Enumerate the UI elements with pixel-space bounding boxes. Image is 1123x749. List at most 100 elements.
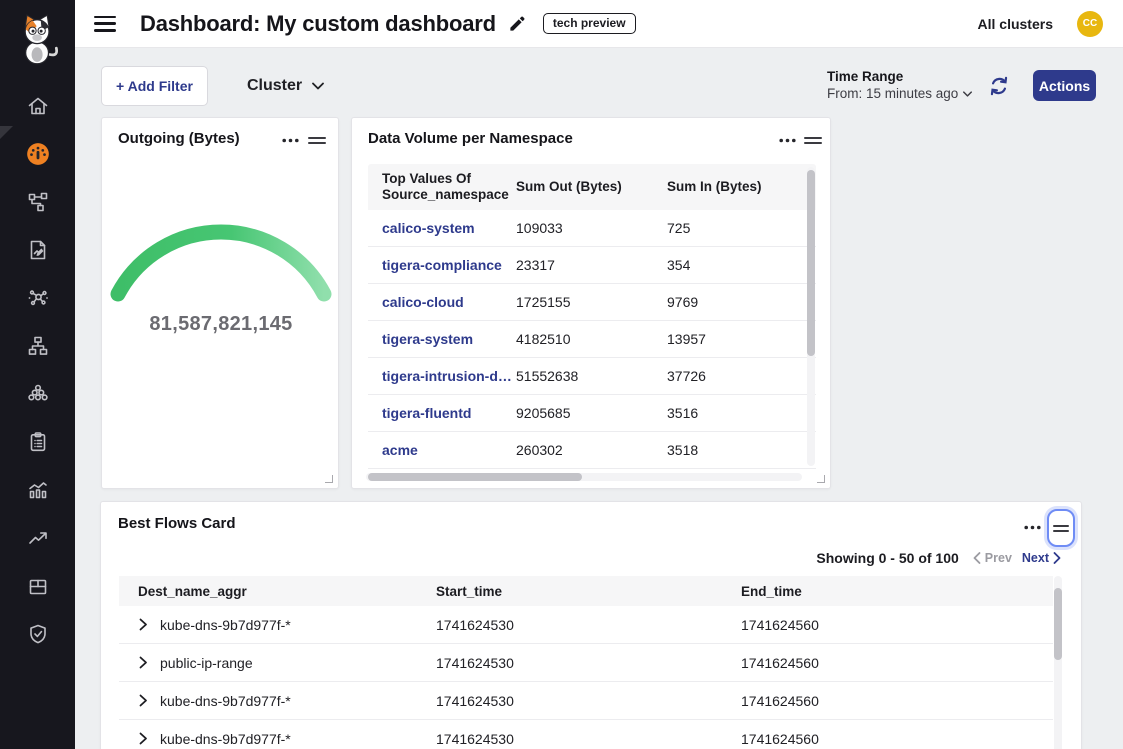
cluster-filter-dropdown[interactable]: Cluster	[239, 66, 332, 106]
chevron-right-icon	[139, 732, 147, 745]
time-range-label: Time Range	[827, 69, 904, 84]
top-header: Dashboard: My custom dashboard tech prev…	[75, 0, 1123, 48]
cluster-selector[interactable]: All clusters	[977, 15, 1053, 32]
card-drag-handle[interactable]	[804, 133, 822, 147]
document-edit-icon	[30, 240, 45, 260]
table-row[interactable]: kube-dns-9b7d977f-* 1741624530 174162456…	[119, 720, 1053, 749]
table-row[interactable]: tigera-intrusion-d… 51552638 37726	[368, 358, 816, 395]
namespace-link[interactable]: tigera-fluentd	[382, 405, 472, 421]
hamburger-menu-icon[interactable]	[94, 15, 116, 32]
card-drag-handle-focused[interactable]	[1047, 509, 1075, 547]
sidebar-item-home[interactable]	[0, 82, 75, 130]
avatar[interactable]: CC	[1077, 10, 1103, 37]
dest-name-value: kube-dns-9b7d977f-*	[160, 730, 291, 747]
sum-out-value: 260302	[516, 442, 563, 458]
outgoing-bytes-card: Outgoing (Bytes) 81,587,821,145	[101, 117, 339, 489]
end-time-value: 1741624560	[741, 654, 819, 671]
sum-out-value: 109033	[516, 220, 563, 236]
horizontal-scrollbar[interactable]	[366, 473, 802, 481]
sum-out-value: 51552638	[516, 368, 579, 384]
refresh-button[interactable]	[988, 75, 1010, 97]
sidebar-item-compliance[interactable]	[0, 418, 75, 466]
dest-name-value: public-ip-range	[160, 654, 253, 671]
sidebar-item-security[interactable]	[0, 610, 75, 658]
card-menu-button[interactable]	[282, 133, 300, 147]
sidebar-item-network-graph[interactable]	[0, 274, 75, 322]
table-row[interactable]: kube-dns-9b7d977f-* 1741624530 174162456…	[119, 682, 1053, 720]
table-header-row: Top Values Of Source_namespace Sum Out (…	[368, 164, 816, 210]
edit-dashboard-button[interactable]	[508, 14, 527, 33]
expand-row-button[interactable]	[138, 694, 148, 707]
expand-row-button[interactable]	[138, 732, 148, 745]
chevron-left-icon	[973, 552, 981, 564]
main-content: + Add Filter Cluster Time Range From: 15…	[75, 48, 1123, 749]
table-row[interactable]: calico-cloud 1725155 9769	[368, 284, 816, 321]
sidebar-item-sitemap[interactable]	[0, 322, 75, 370]
table-row[interactable]: kube-dns-9b7d977f-* 1741624530 174162456…	[119, 606, 1053, 644]
table-header-row: Dest_name_aggr Start_time End_time	[119, 576, 1053, 606]
actions-button[interactable]: Actions	[1033, 70, 1096, 101]
package-box-icon	[29, 579, 46, 595]
home-icon	[28, 97, 47, 115]
namespace-link[interactable]: calico-system	[382, 220, 475, 236]
sidebar-item-packages[interactable]	[0, 562, 75, 610]
sum-out-value: 23317	[516, 257, 555, 273]
table-row[interactable]: acme 260302 3518	[368, 432, 816, 469]
card-menu-button[interactable]	[779, 133, 797, 147]
page-title: Dashboard: My custom dashboard	[140, 10, 496, 36]
table-row[interactable]: public-ip-range 1741624530 1741624560	[119, 644, 1053, 682]
prev-page-button[interactable]: Prev	[973, 551, 1012, 565]
ellipsis-icon	[779, 138, 796, 142]
namespace-link[interactable]: acme	[382, 442, 418, 458]
expand-row-button[interactable]	[138, 656, 148, 669]
namespace-link[interactable]: tigera-system	[382, 331, 474, 347]
card-resize-handle[interactable]	[325, 475, 333, 483]
card-menu-button[interactable]	[1024, 520, 1042, 534]
dest-name-value: kube-dns-9b7d977f-*	[160, 616, 291, 633]
namespace-link[interactable]: calico-cloud	[382, 294, 464, 310]
time-range-dropdown[interactable]: Time Range From: 15 minutes ago	[827, 69, 973, 101]
cluster-nodes-icon	[27, 384, 48, 401]
ellipsis-icon	[282, 138, 299, 142]
sidebar-item-service-graph[interactable]	[0, 178, 75, 226]
statistics-chart-icon	[28, 482, 47, 499]
start-time-value: 1741624530	[436, 692, 514, 709]
expand-row-button[interactable]	[138, 618, 148, 631]
sidebar-item-clusters[interactable]	[0, 370, 75, 418]
column-header: Start_time	[436, 583, 503, 599]
chevron-right-icon	[1053, 552, 1061, 564]
sidebar-nav	[0, 82, 75, 658]
card-resize-handle[interactable]	[817, 475, 825, 483]
service-graph-icon	[28, 192, 47, 212]
table-row[interactable]: tigera-compliance 23317 354	[368, 247, 816, 284]
table-row[interactable]: tigera-system 4182510 13957	[368, 321, 816, 358]
sidebar-item-policies[interactable]	[0, 226, 75, 274]
gauge-value: 81,587,821,145	[149, 313, 293, 335]
start-time-value: 1741624530	[436, 654, 514, 671]
calico-cat-logo[interactable]	[0, 12, 75, 66]
vertical-scrollbar[interactable]	[807, 167, 815, 466]
sum-in-value: 725	[667, 220, 691, 236]
scrollbar-thumb[interactable]	[368, 473, 582, 481]
end-time-value: 1741624560	[741, 730, 819, 747]
end-time-value: 1741624560	[741, 616, 819, 633]
time-range-value: From: 15 minutes ago	[827, 86, 959, 101]
table-row[interactable]: tigera-fluentd 9205685 3516	[368, 395, 816, 432]
sum-in-value: 37726	[667, 368, 706, 384]
pagination: Showing 0 - 50 of 100 Prev Next	[816, 550, 1061, 566]
sitemap-icon	[28, 336, 47, 355]
scrollbar-thumb[interactable]	[807, 170, 815, 356]
namespace-link[interactable]: tigera-compliance	[382, 257, 502, 273]
next-page-button[interactable]: Next	[1022, 551, 1061, 565]
card-drag-handle[interactable]	[308, 133, 326, 147]
sidebar-item-dashboards[interactable]	[0, 130, 75, 178]
vertical-scrollbar[interactable]	[1054, 576, 1062, 749]
add-filter-button[interactable]: + Add Filter	[101, 66, 208, 106]
sum-in-value: 3518	[667, 442, 699, 458]
table-row[interactable]: calico-system 109033 725	[368, 210, 816, 247]
scrollbar-thumb[interactable]	[1054, 588, 1062, 660]
sidebar-item-statistics[interactable]	[0, 466, 75, 514]
namespace-link[interactable]: tigera-intrusion-d…	[382, 368, 512, 384]
sidebar-item-trends[interactable]	[0, 514, 75, 562]
best-flows-card: Best Flows Card Showing 0 - 50 of 100 Pr…	[100, 501, 1082, 749]
